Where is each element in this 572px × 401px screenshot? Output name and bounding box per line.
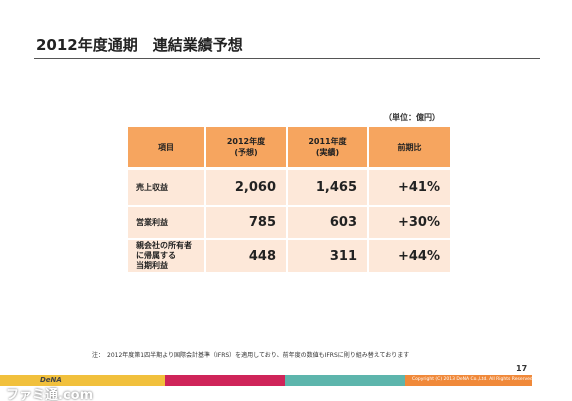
value-cell: 785 (206, 207, 286, 238)
label-text: 売上収益 (136, 182, 168, 192)
value-cell: 2,060 (206, 170, 286, 205)
page-number: 17 (516, 364, 528, 373)
header-text: 2012年度 (226, 137, 266, 146)
header-cell: 2012年度 (予想) (206, 127, 286, 167)
unit: （単位：億円） (384, 113, 440, 122)
value-cell: +41% (369, 170, 450, 205)
value-cell: 311 (288, 240, 367, 272)
row-label: 親会社の所有者 に帰属する 当期利益 (128, 240, 204, 272)
header-cell: 項目 (128, 127, 204, 167)
note: 注： 2012年度第1四半期より国際会計基準（IFRS）を適用しており、前年度の… (92, 352, 410, 359)
label-text: 営業利益 (136, 217, 168, 227)
header-text: (実績) (315, 148, 340, 157)
value-cell: +44% (369, 240, 450, 272)
header-cell: 前期比 (369, 127, 450, 167)
logo: DeNA (40, 376, 62, 384)
title: 2012年度通期 連結業績予想 (36, 36, 243, 54)
header-text: 項目 (158, 142, 174, 152)
value-cell: 1,465 (288, 170, 367, 205)
value-cell: +30% (369, 207, 450, 238)
label-text: 当期利益 (136, 261, 168, 270)
value-cell: 603 (288, 207, 367, 238)
copyright: Copyright (C) 2013 DeNA Co.,Ltd. All Rig… (412, 377, 535, 382)
label-text: 親会社の所有者 (136, 241, 192, 250)
watermark: ファミ通.com (6, 388, 94, 401)
value-cell: 448 (206, 240, 286, 272)
header-text: 前期比 (397, 142, 422, 152)
footer-bar (405, 375, 532, 386)
footer-bar (285, 375, 405, 386)
header-text: (予想) (234, 148, 258, 157)
label-text: に帰属する (136, 251, 176, 260)
header-text: 2011年度 (308, 137, 347, 146)
title-rule (34, 58, 540, 59)
footer-bar (0, 375, 165, 386)
row-label: 売上収益 (128, 170, 204, 205)
row-label: 営業利益 (128, 207, 204, 238)
footer-bar (165, 375, 285, 386)
header-cell: 2011年度 (実績) (288, 127, 367, 167)
